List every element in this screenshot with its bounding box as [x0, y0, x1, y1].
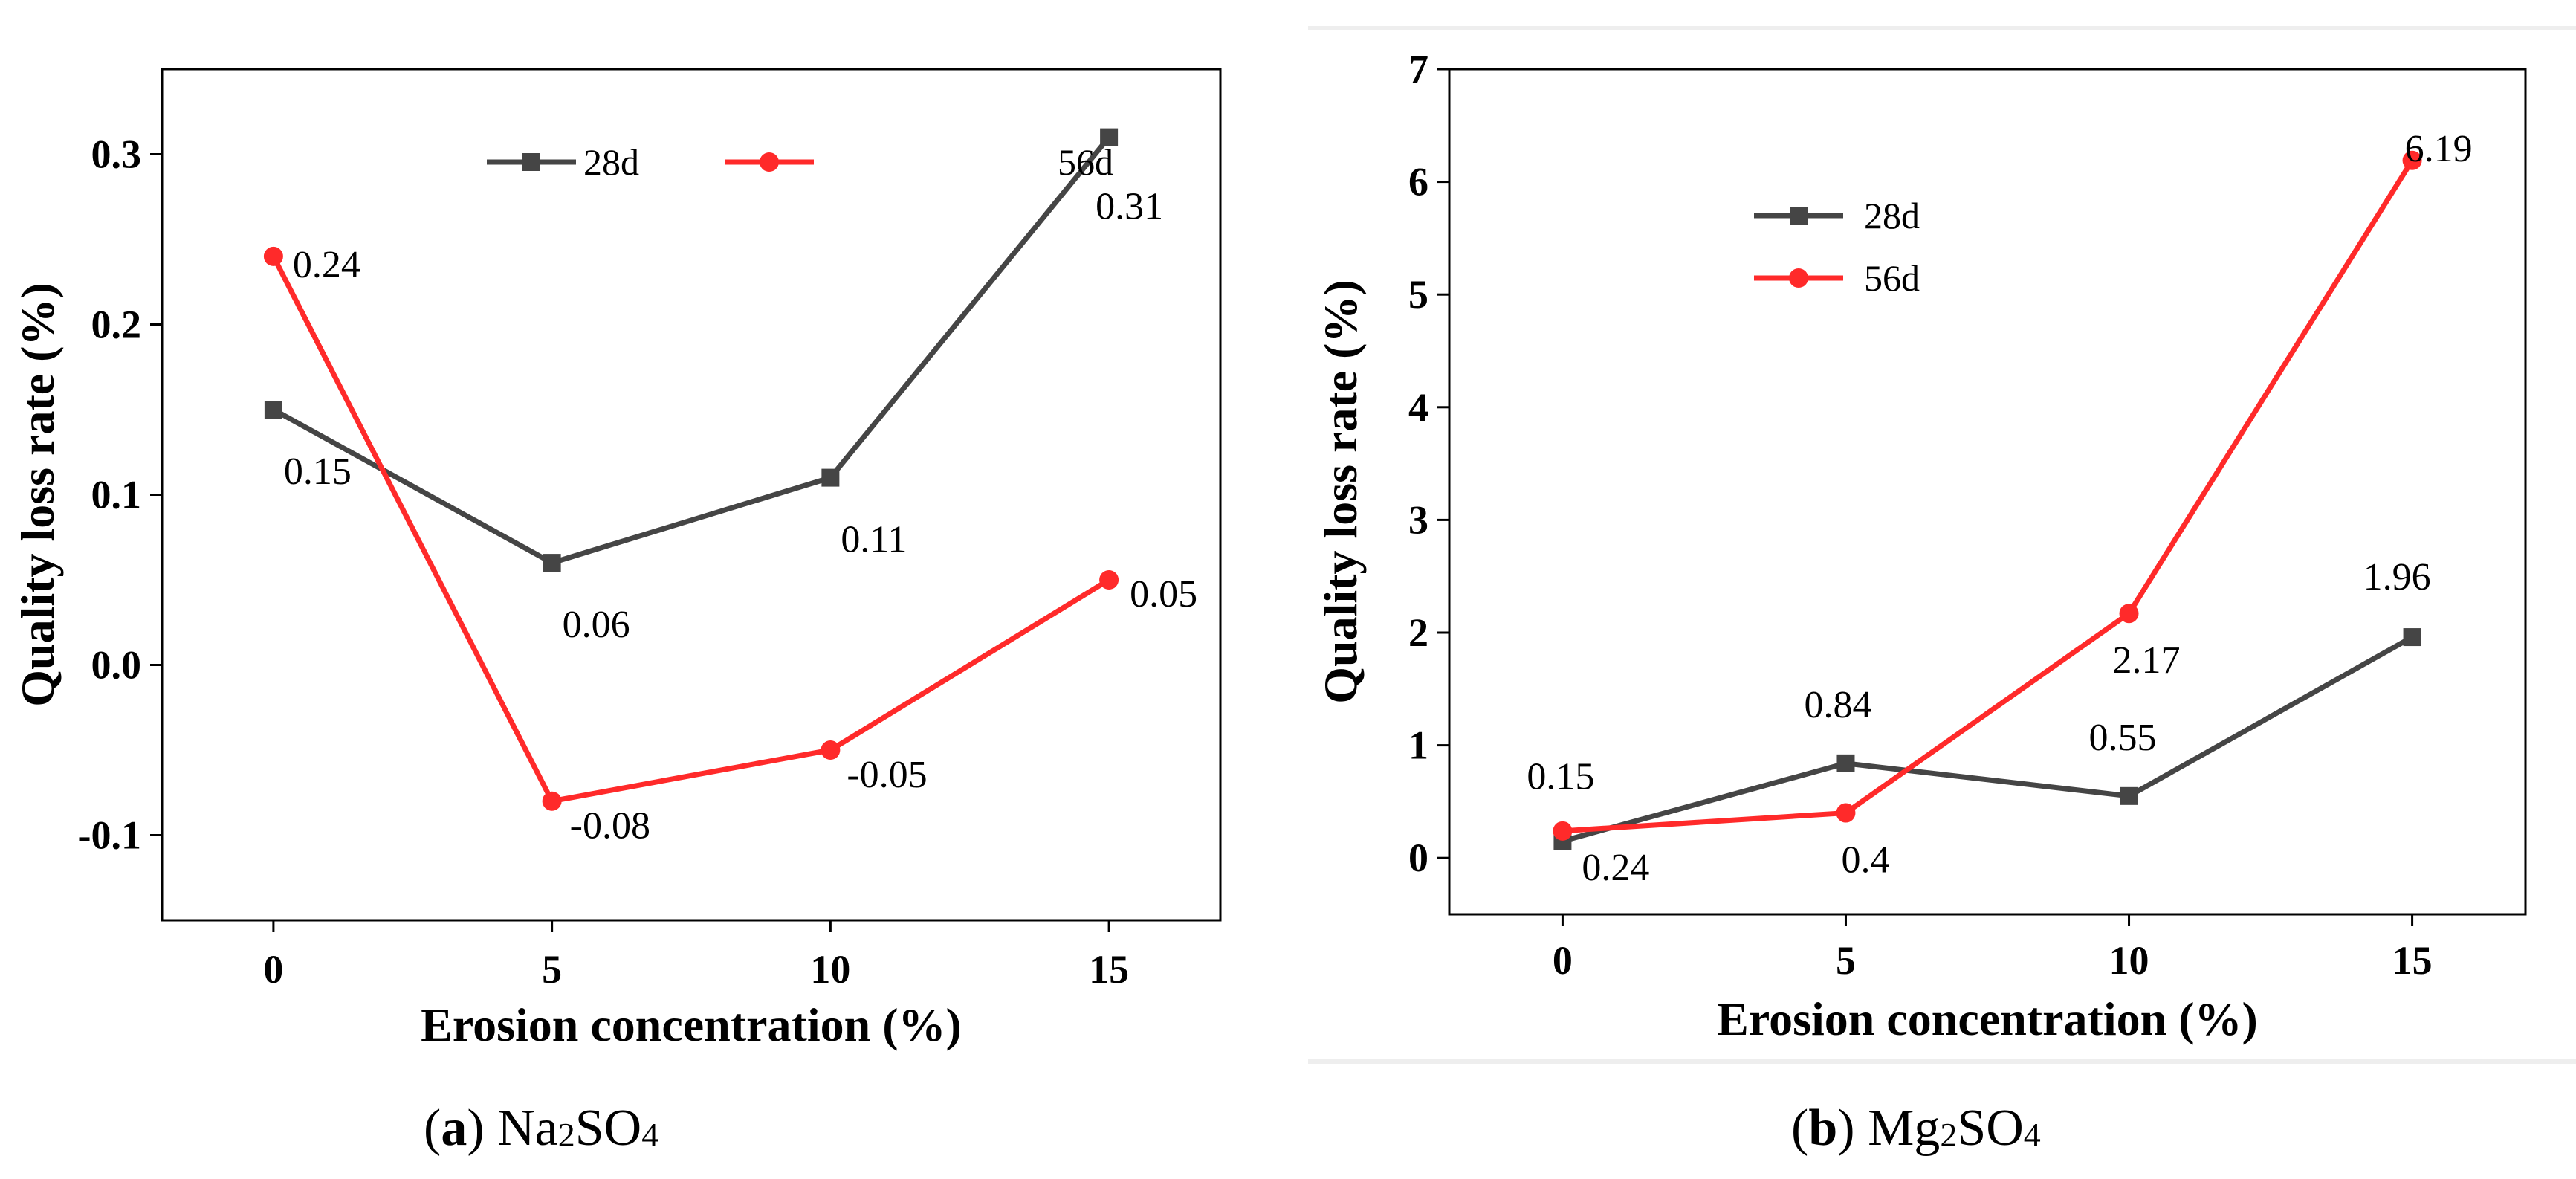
caption-b-chem-4: 4 — [2023, 1116, 2041, 1154]
data-point-28d — [821, 468, 840, 487]
y-tick-label: 4 — [1408, 385, 1428, 430]
data-label-28d: 0.84 — [1804, 684, 1871, 726]
data-label-28d: 1.96 — [2363, 556, 2431, 598]
x-axis-title: Erosion concentration (%) — [1717, 992, 2258, 1045]
series-line-28d — [1562, 635, 2414, 844]
data-point-56d — [821, 740, 841, 760]
caption-b: (b) Mg2SO4 — [1791, 1099, 2041, 1157]
legend-marker-28d — [1790, 207, 1808, 225]
x-tick-label: 0 — [1553, 938, 1573, 983]
x-tick-label: 10 — [2109, 938, 2149, 983]
x-tick-label: 5 — [1836, 938, 1856, 983]
caption-a-chem-4: 4 — [641, 1116, 659, 1154]
y-tick-label: 2 — [1408, 610, 1428, 655]
data-point-56d — [2119, 604, 2139, 624]
y-tick-label: 1 — [1408, 723, 1428, 768]
x-tick-label: 10 — [810, 947, 850, 992]
caption-a: (a) Na2SO4 — [424, 1099, 659, 1157]
data-label-28d: 0.11 — [841, 519, 907, 561]
legend-label-28d: 28d — [1864, 195, 1920, 236]
y-tick-label: -0.1 — [78, 813, 141, 858]
data-point-28d — [2120, 786, 2138, 805]
caption-b-letter: b — [1808, 1099, 1838, 1157]
data-label-56d: 6.19 — [2405, 128, 2473, 170]
series-line-28d — [272, 135, 1111, 566]
series-line-56d — [271, 255, 1110, 804]
y-axis-title: Quality loss rate (%) — [1314, 280, 1367, 704]
data-label-56d: 0.4 — [1841, 839, 1889, 882]
data-label-56d: -0.08 — [570, 805, 650, 847]
series-line-56d — [1562, 158, 2415, 834]
legend-label-56d: 56d — [1864, 257, 1920, 299]
x-tick-label: 0 — [263, 947, 283, 992]
data-point-56d — [542, 791, 562, 811]
data-point-28d — [2403, 628, 2421, 647]
data-label-56d: 2.17 — [2113, 639, 2181, 682]
data-label-28d: 0.55 — [2089, 717, 2157, 759]
y-tick-label: 0.3 — [91, 132, 142, 177]
data-point-56d — [1836, 803, 1856, 823]
data-label-28d: 0.06 — [563, 604, 630, 646]
legend-marker-56d — [1789, 268, 1808, 288]
plot-frame — [1448, 68, 2527, 916]
y-tick-label: 6 — [1408, 160, 1428, 204]
data-point-56d — [1553, 821, 1573, 841]
y-tick-label: 5 — [1408, 272, 1428, 317]
data-point-56d — [2402, 150, 2422, 170]
x-tick-label: 15 — [1089, 947, 1129, 992]
chart-panel-a: -0.1 0.0 0.1 0.2 0.3 0 5 10 15 Erosion concentrat… — [11, 68, 1222, 1051]
y-tick-label: 7 — [1408, 47, 1428, 91]
y-tick-label: 0.0 — [91, 643, 142, 688]
data-point-28d — [264, 401, 282, 419]
legend-label-28d: 28d — [583, 141, 639, 183]
x-tick-label: 5 — [542, 947, 562, 992]
caption-a-chem-3: SO — [575, 1099, 642, 1157]
y-axis-title: Quality loss rate (%) — [11, 282, 64, 707]
y-tick-label: 0.2 — [91, 303, 142, 347]
caption-b-chem-2: 2 — [1940, 1116, 1958, 1154]
x-tick-label: 15 — [2392, 938, 2433, 983]
x-axis-title: Erosion concentration (%) — [421, 998, 962, 1051]
data-point-56d — [263, 246, 283, 266]
caption-a-chem-2: 2 — [557, 1116, 575, 1154]
data-label-28d: 0.31 — [1096, 186, 1163, 228]
data-point-28d — [1100, 128, 1119, 146]
legend-label-56d: 56d — [1058, 141, 1113, 183]
data-point-56d — [1099, 570, 1119, 590]
data-point-28d — [543, 554, 561, 572]
data-label-56d: 0.24 — [293, 244, 360, 286]
caption-a-chem-1: Na — [497, 1099, 558, 1157]
data-point-28d — [1836, 754, 1855, 772]
y-tick-label: 0.1 — [91, 473, 142, 517]
data-label-56d: -0.05 — [847, 754, 927, 796]
y-tick-label: 0 — [1408, 836, 1428, 880]
legend-marker-28d — [522, 153, 540, 171]
chart-panel-b: 0 1 2 3 4 5 6 7 0 5 10 15 Erosion concentration (%) Q… — [1314, 47, 2527, 1045]
caption-b-chem-3: SO — [1957, 1099, 2024, 1157]
data-label-28d: 0.15 — [284, 450, 352, 493]
data-label-56d: 0.24 — [1582, 847, 1649, 889]
legend-marker-56d — [760, 152, 779, 172]
data-label-28d: 0.15 — [1527, 755, 1594, 798]
caption-a-letter: a — [441, 1099, 467, 1157]
data-label-56d: 0.05 — [1130, 573, 1197, 616]
y-tick-label: 3 — [1408, 497, 1428, 542]
caption-b-chem-1: Mg — [1868, 1099, 1941, 1157]
